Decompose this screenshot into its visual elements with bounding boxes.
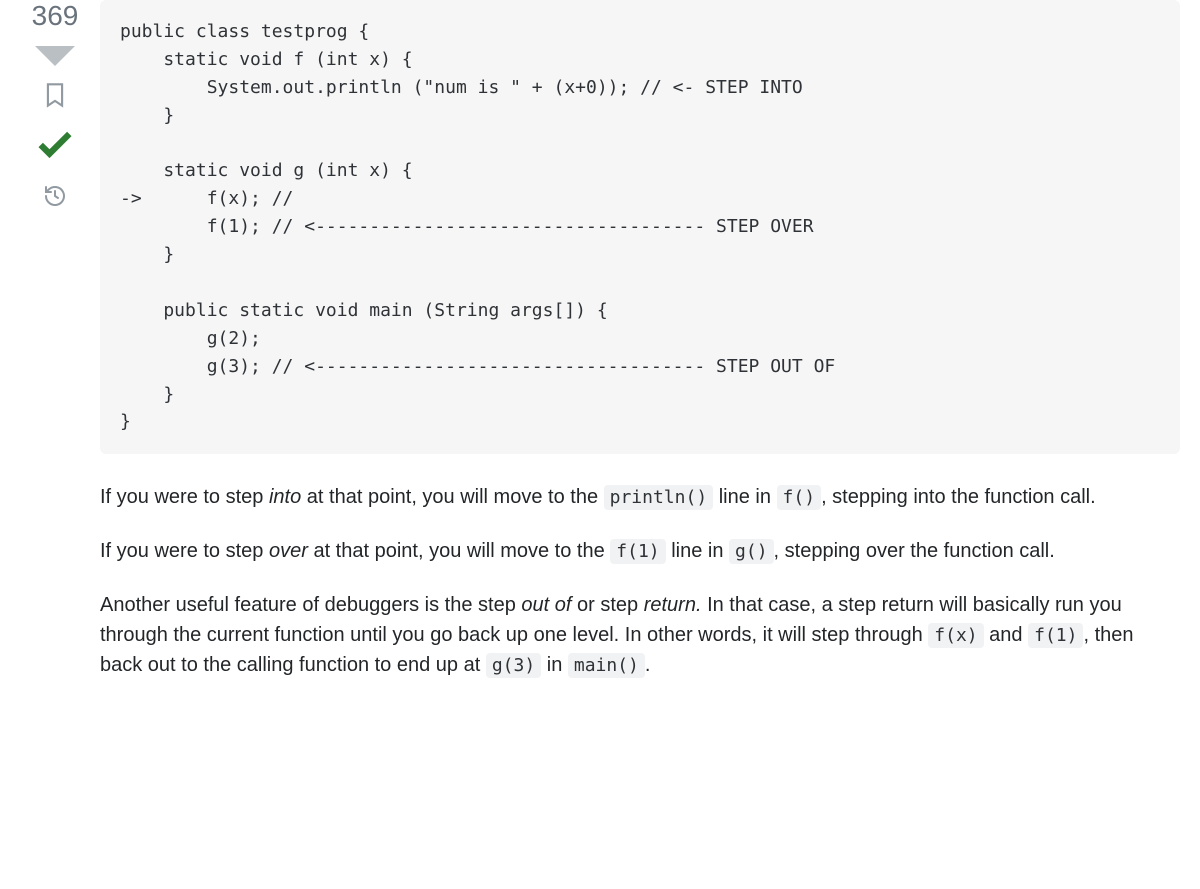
paragraph-step-over: If you were to step over at that point, … xyxy=(100,536,1180,566)
answer-body: public class testprog { static void f (i… xyxy=(90,0,1180,704)
inline-code: f() xyxy=(777,485,822,510)
vote-count: 369 xyxy=(32,2,79,30)
accepted-checkmark xyxy=(33,124,77,168)
code-content: public class testprog { static void f (i… xyxy=(120,18,1160,436)
inline-code: f(1) xyxy=(1028,623,1083,648)
downvote-button[interactable] xyxy=(35,46,75,66)
vote-column: 369 xyxy=(20,0,90,704)
inline-code: main() xyxy=(568,653,645,678)
inline-code: g(3) xyxy=(486,653,541,678)
code-block: public class testprog { static void f (i… xyxy=(100,0,1180,454)
history-icon xyxy=(43,184,67,208)
paragraph-step-out: Another useful feature of debuggers is t… xyxy=(100,590,1180,680)
inline-code: println() xyxy=(604,485,714,510)
check-icon xyxy=(33,124,77,168)
inline-code: g() xyxy=(729,539,774,564)
inline-code: f(1) xyxy=(610,539,665,564)
paragraph-step-into: If you were to step into at that point, … xyxy=(100,482,1180,512)
history-button[interactable] xyxy=(43,184,67,208)
inline-code: f(x) xyxy=(928,623,983,648)
bookmark-icon xyxy=(44,82,66,108)
bookmark-button[interactable] xyxy=(44,82,66,108)
answer-layout: 369 public class testprog { static void … xyxy=(20,0,1180,704)
